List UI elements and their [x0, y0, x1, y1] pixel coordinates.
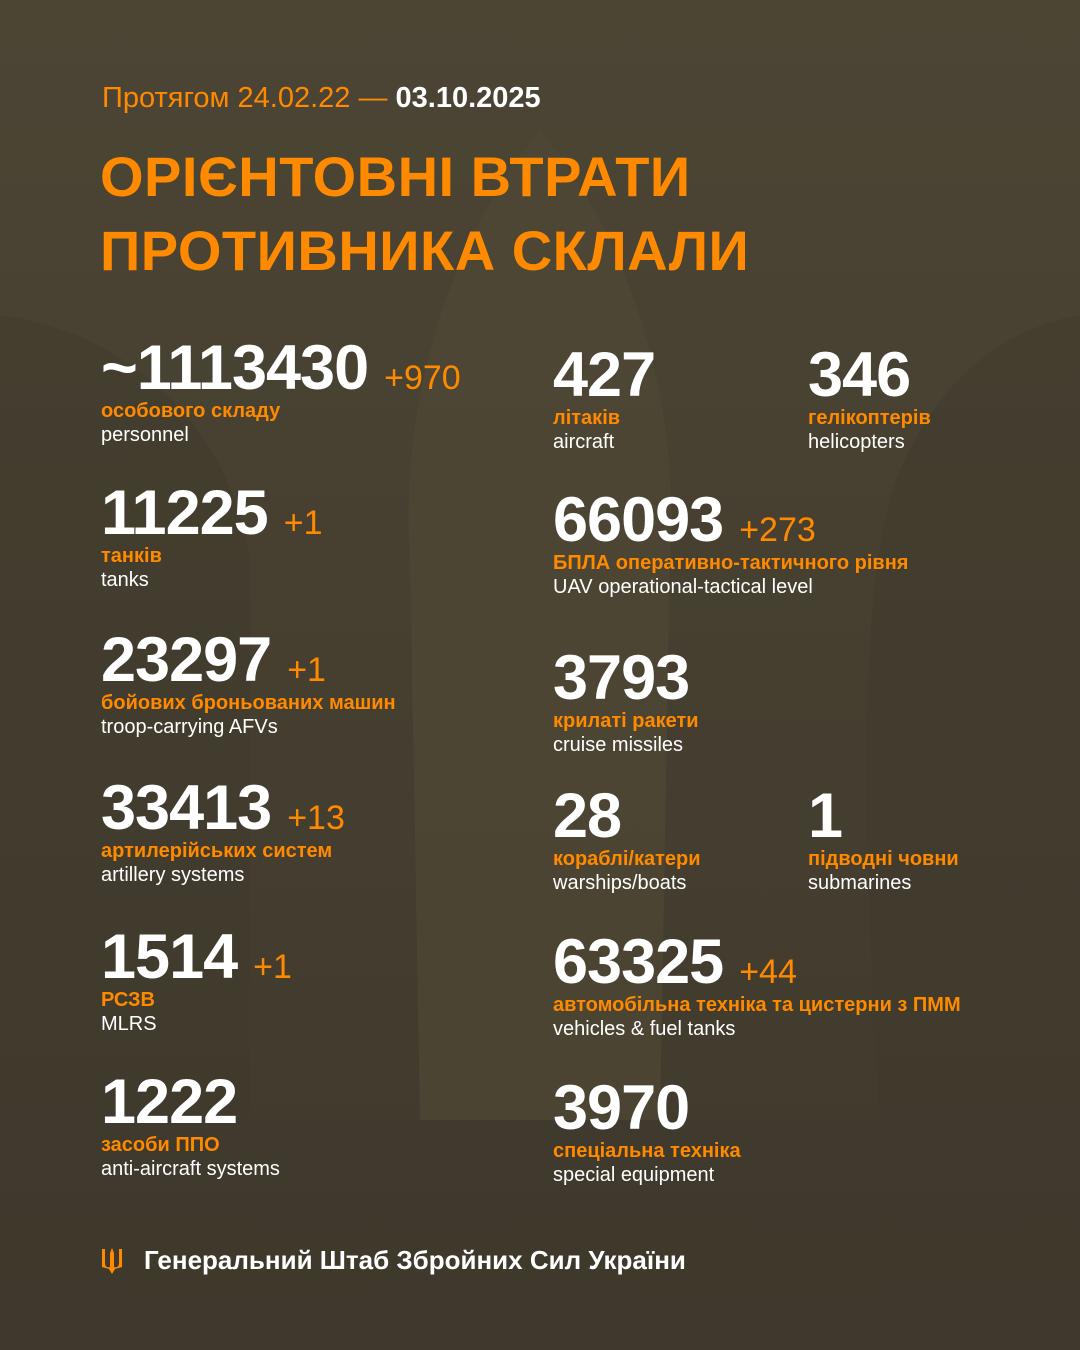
- stat-personnel: ~1113430 +970 особового складу personnel: [101, 337, 461, 447]
- stat-label-en: MLRS: [101, 1013, 157, 1035]
- stat-value: 66093: [553, 485, 724, 555]
- stat-value: 3793: [553, 643, 690, 713]
- stat-delta: +13: [287, 799, 345, 837]
- stat-value: 28: [553, 781, 622, 851]
- stat-label-uk: особового складу: [101, 400, 281, 422]
- stat-label-uk: автомобільна техніка та цистерни з ПММ: [553, 994, 961, 1016]
- stat-label-uk: підводні човни: [808, 848, 959, 870]
- stat-label-en: anti-aircraft systems: [101, 1158, 280, 1180]
- period-start: Протягом 24.02.22 —: [102, 82, 388, 114]
- stat-delta: +1: [253, 948, 292, 986]
- stat-tanks: 11225 +1 танків tanks: [101, 482, 322, 592]
- stat-value: 1: [808, 781, 843, 851]
- stat-value: 33413: [101, 773, 272, 843]
- stat-special-equipment: 3970 спеціальна техніка special equipment: [553, 1077, 741, 1187]
- stat-cruise-missiles: 3793 крилаті ракети cruise missiles: [553, 647, 699, 757]
- trident-icon: [102, 1247, 122, 1274]
- stat-label-uk: БПЛА оперативно-тактичного рівня: [553, 552, 909, 574]
- stat-label-uk: бойових броньованих машин: [101, 692, 396, 714]
- stat-label-en: UAV operational-tactical level: [553, 576, 813, 598]
- stat-delta: +1: [283, 504, 323, 542]
- stat-artillery: 33413 +13 артилерійських систем artillery s…: [101, 777, 345, 887]
- stat-anti-aircraft: 1222 засоби ППО anti-aircraft systems: [101, 1071, 280, 1181]
- stat-label-en: submarines: [808, 872, 912, 894]
- period-range: Протягом 24.02.22 — 03.10.2025: [102, 82, 541, 115]
- stat-value: 427: [553, 340, 656, 410]
- stat-value: 1514: [101, 922, 238, 992]
- stat-afv: 23297 +1 бойових броньованих машин troop-ca…: [101, 629, 396, 739]
- footer: Генеральний Штаб Збройних Сил України: [100, 1245, 686, 1276]
- stat-label-uk: РСЗВ: [101, 989, 155, 1011]
- stat-value: ~1113430: [101, 333, 369, 403]
- stat-label-en: aircraft: [553, 431, 615, 453]
- stat-value: 1222: [101, 1067, 238, 1137]
- stat-value: 3970: [553, 1073, 690, 1143]
- stat-value: 63325: [553, 927, 724, 997]
- footer-text: Генеральний Штаб Збройних Сил України: [144, 1245, 686, 1275]
- stat-label-uk: засоби ППО: [101, 1134, 220, 1156]
- stat-label-uk: артилерійських систем: [101, 840, 333, 862]
- title-line-1: ОРІЄНТОВНІ ВТРАТИ: [100, 145, 691, 208]
- stat-label-en: vehicles & fuel tanks: [553, 1018, 736, 1040]
- stat-value: 23297: [101, 625, 272, 695]
- stat-delta: +970: [384, 359, 461, 397]
- stat-delta: +1: [287, 651, 326, 689]
- stat-label-en: cruise missiles: [553, 734, 684, 756]
- stat-label-en: personnel: [101, 424, 189, 446]
- stat-uav: 66093 +273 БПЛА оперативно-тактичного рівн…: [553, 489, 908, 599]
- stat-label-uk: крилаті ракети: [553, 710, 699, 732]
- stat-label-uk: спеціальна техніка: [553, 1140, 741, 1162]
- title-line-2: ПРОТИВНИКА СКЛАЛИ: [100, 219, 750, 282]
- stat-label-uk: літаків: [553, 407, 621, 429]
- stat-vehicles: 63325 +44 автомобільна техніка та цистерни…: [553, 931, 961, 1041]
- period-end: 03.10.2025: [395, 82, 541, 114]
- stat-label-en: artillery systems: [101, 864, 245, 886]
- stat-label-uk: гелікоптерів: [808, 407, 931, 429]
- stat-label-en: troop-carrying AFVs: [101, 716, 278, 738]
- stat-label-en: tanks: [101, 569, 149, 591]
- stat-label-en: warships/boats: [553, 872, 687, 894]
- stat-label-uk: танків: [101, 545, 162, 567]
- stat-submarines: 1 підводні човни submarines: [808, 785, 959, 895]
- stat-mlrs: 1514 +1 РСЗВ MLRS: [101, 926, 292, 1036]
- stat-label-uk: кораблі/катери: [553, 848, 701, 870]
- stat-label-en: special equipment: [553, 1164, 715, 1186]
- stat-aircraft: 427 літаків aircraft: [553, 340, 656, 454]
- stat-value: 346: [808, 340, 911, 410]
- stat-helicopters: 346 гелікоптерів helicopters: [808, 344, 931, 454]
- stat-delta: +44: [739, 953, 797, 991]
- stat-warships: 28 кораблі/катери warships/boats: [553, 785, 701, 895]
- stat-delta: +273: [739, 511, 816, 549]
- page-title: ОРІЄНТОВНІ ВТРАТИ ПРОТИВНИКА СКЛАЛИ: [100, 140, 749, 288]
- stat-value: 11225: [101, 478, 269, 548]
- stat-label-en: helicopters: [808, 431, 905, 453]
